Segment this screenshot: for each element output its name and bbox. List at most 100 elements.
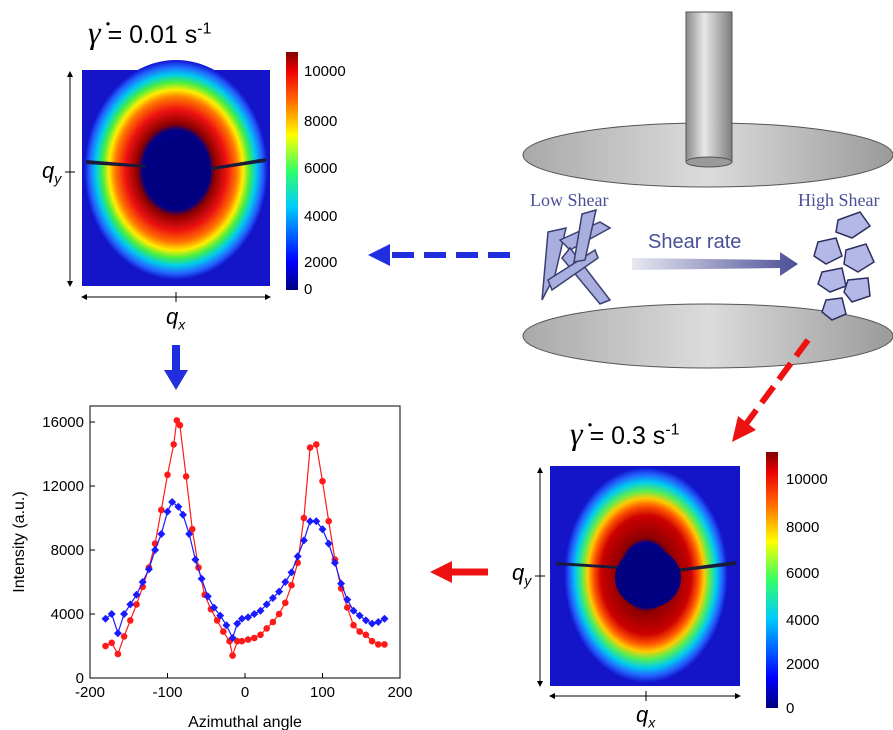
series-point xyxy=(281,578,290,586)
series-point xyxy=(102,642,109,650)
top-rate-exponent: -1 xyxy=(197,20,212,38)
series-point xyxy=(120,633,128,640)
series-point xyxy=(300,514,308,522)
series-point xyxy=(244,613,253,622)
series-point xyxy=(306,517,315,526)
bottom-qx-label: qx xyxy=(636,702,656,730)
chart-xlabel: Azimuthal angle xyxy=(188,714,302,730)
chart-ticks: -200 -100 0 100 200 0 4000 8000 12000 16000 xyxy=(42,414,412,701)
bottom-colorbar-tick: 10000 xyxy=(786,471,828,488)
series-point xyxy=(368,637,376,645)
series-point xyxy=(210,603,218,612)
series-point xyxy=(355,611,364,620)
series-point xyxy=(287,568,296,577)
y-tick-label: 8000 xyxy=(51,542,84,559)
series-point xyxy=(244,636,252,643)
series-point xyxy=(222,621,231,630)
series-point xyxy=(237,614,246,623)
series-point xyxy=(238,637,246,645)
series-point xyxy=(228,634,237,642)
top-qx-label: qx xyxy=(166,304,186,333)
series-point xyxy=(380,614,389,623)
top-rate-value: = 0.01 s xyxy=(107,21,198,49)
series-point xyxy=(164,471,171,479)
series-point xyxy=(113,629,122,638)
series-point xyxy=(269,618,277,626)
top-colorbar-tick: 2000 xyxy=(304,254,338,271)
bottom-shear-rate-label: γ̇ = 0.3 s-1 xyxy=(570,415,680,452)
series-point xyxy=(229,652,236,659)
series-point xyxy=(313,441,320,448)
high-shear-label: High Shear xyxy=(798,190,880,210)
series-point xyxy=(299,536,308,545)
bottom-colorbar-tick: 8000 xyxy=(786,519,820,536)
series-point xyxy=(349,606,358,615)
series-point xyxy=(282,599,289,607)
bottom-qy-label: qy xyxy=(512,560,532,589)
top-rate-symbol: γ̇ xyxy=(88,14,101,50)
series-point xyxy=(356,628,364,635)
top-colorbar-tick: 6000 xyxy=(304,160,338,177)
series-point xyxy=(343,595,352,604)
series-point xyxy=(374,618,383,626)
series-point xyxy=(233,619,242,628)
series-point xyxy=(257,631,264,639)
bottom-colorbar-tick: 6000 xyxy=(786,565,820,582)
bottom-colorbar-tick: 2000 xyxy=(786,656,820,673)
series-point xyxy=(127,617,134,624)
series-point xyxy=(306,444,314,451)
chart-frame xyxy=(89,405,401,679)
low-shear-label: Low Shear xyxy=(530,190,609,210)
top-colorbar-tick: 10000 xyxy=(304,63,346,80)
y-tick-label: 12000 xyxy=(42,478,84,495)
series-point xyxy=(368,619,377,628)
series-point xyxy=(288,581,295,589)
series-point xyxy=(158,506,165,514)
series-point xyxy=(381,641,388,648)
series-point xyxy=(170,441,177,448)
series-point xyxy=(330,558,339,567)
series-point xyxy=(293,552,302,561)
series-point xyxy=(185,530,194,538)
series-point xyxy=(220,628,227,635)
series-point xyxy=(189,525,196,533)
series-point xyxy=(275,587,284,596)
series-point xyxy=(203,592,212,601)
y-tick-label: 0 xyxy=(76,670,84,687)
series-point xyxy=(268,594,277,602)
series-point xyxy=(263,625,271,632)
x-tick-label: -100 xyxy=(152,684,182,701)
series-point xyxy=(375,641,382,648)
series-line-0 xyxy=(105,418,385,658)
series-point xyxy=(173,417,181,424)
series-point xyxy=(251,634,258,642)
series-point xyxy=(312,517,321,526)
series-point xyxy=(176,421,184,429)
series-point xyxy=(275,610,283,618)
series-point xyxy=(114,650,122,658)
series-point xyxy=(138,578,147,586)
series-point xyxy=(107,610,116,618)
top-shear-rate-label: γ̇ = 0.01 s-1 xyxy=(88,14,211,51)
series-point xyxy=(362,631,370,639)
shear-rate-label: Shear rate xyxy=(648,231,742,253)
chart-ylabel: Intensity (a.u.) xyxy=(11,491,28,592)
series-point xyxy=(132,590,141,599)
series-point xyxy=(144,565,153,574)
series-point xyxy=(350,621,357,629)
series-point xyxy=(191,555,200,564)
series-point xyxy=(233,637,241,645)
top-colorbar-tick: 0 xyxy=(304,281,313,298)
series-point xyxy=(120,610,129,618)
series-point xyxy=(325,517,333,525)
series-point xyxy=(318,525,327,534)
series-point xyxy=(168,498,177,506)
bottom-rate-symbol: γ̇ xyxy=(570,415,583,451)
chart-series xyxy=(101,417,389,659)
series-point xyxy=(361,616,370,625)
series-point xyxy=(344,604,351,611)
series-point xyxy=(101,614,110,623)
x-tick-label: 100 xyxy=(310,684,335,701)
series-point xyxy=(179,510,187,519)
